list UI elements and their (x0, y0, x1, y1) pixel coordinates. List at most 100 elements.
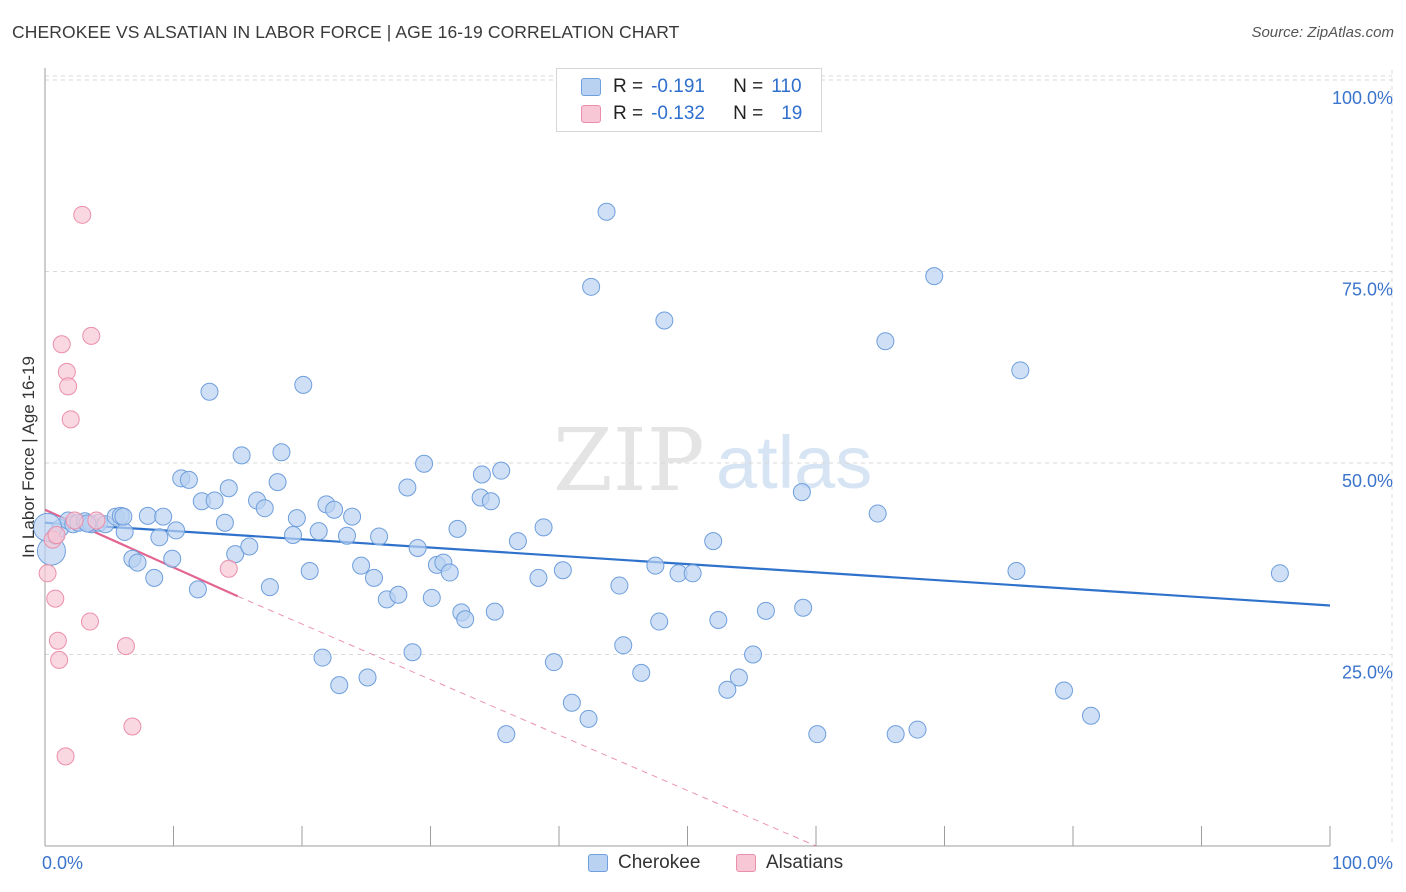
cherokee-point (582, 277, 601, 296)
cherokee-point (408, 539, 427, 558)
legend-n-value: 19 (781, 103, 803, 124)
x-tick-label: 0.0% (42, 853, 83, 873)
y-tick-label: 75.0% (1342, 280, 1393, 300)
cherokee-point (115, 522, 134, 541)
alsatians-point (48, 631, 67, 650)
cherokee-point (579, 709, 598, 728)
cherokee-point (188, 580, 207, 599)
cherokee-point (729, 668, 748, 687)
cherokee-trend-line (44, 521, 1331, 607)
cherokee-point (744, 645, 763, 664)
cherokee-point (794, 598, 813, 617)
legend-item-alsatians: Alsatians (736, 852, 843, 874)
alsatians-point (52, 335, 71, 354)
cherokee-point (138, 506, 157, 525)
cherokee-point (145, 568, 164, 587)
cherokee-point (287, 509, 306, 528)
cherokee-point (255, 499, 274, 518)
alsatians-point (80, 612, 99, 631)
cherokee-point (925, 267, 944, 286)
cherokee-point (1055, 681, 1074, 700)
cherokee-point (1270, 564, 1289, 583)
cherokee-point (240, 537, 259, 556)
cherokee-point (294, 375, 313, 394)
cherokee-point (440, 563, 459, 582)
alsatians-trend-extension (237, 595, 817, 847)
cherokee-point (534, 518, 553, 537)
cherokee-point (215, 513, 234, 532)
cherokee-point (200, 382, 219, 401)
cherokee-point (389, 585, 408, 604)
cherokee-point (1007, 562, 1026, 581)
cherokee-point (154, 507, 173, 526)
y-tick-label: 50.0% (1342, 471, 1393, 491)
series-legend: Cherokee Alsatians (0, 852, 1406, 878)
cherokee-point (268, 473, 287, 492)
cherokee-swatch (588, 854, 608, 872)
data-points (33, 202, 1289, 766)
alsatians-swatch (736, 854, 756, 872)
cherokee-point (398, 478, 417, 497)
legend-alsatians-label: Alsatians (766, 852, 844, 873)
cherokee-point (597, 202, 616, 221)
alsatians-point (116, 637, 135, 656)
source-label: Source: ZipAtlas.com (1251, 24, 1394, 41)
legend-n-label: N = (733, 103, 764, 124)
cherokee-point (614, 636, 633, 655)
x-tick-label: 100.0% (1332, 853, 1393, 873)
cherokee-point (876, 332, 895, 351)
cherokee-point (529, 568, 548, 587)
y-tick-label: 25.0% (1342, 663, 1393, 683)
legend-item-cherokee: Cherokee (588, 852, 700, 874)
cherokee-point (260, 578, 279, 597)
cherokee-point (485, 602, 504, 621)
cherokee-point (709, 611, 728, 630)
cherokee-point (683, 564, 702, 583)
legend-row-alsatians: R = -0.132 N = 19 (557, 101, 802, 127)
alsatians-point (38, 564, 57, 583)
legend-r-value: -0.191 (651, 76, 705, 97)
cherokee-point (472, 465, 491, 484)
alsatians-point (47, 526, 66, 545)
cherokee-point (167, 521, 186, 540)
cherokee-point (343, 507, 362, 526)
cherokee-point (704, 532, 723, 551)
chart-title: CHEROKEE VS ALSATIAN IN LABOR FORCE | AG… (12, 22, 680, 42)
legend-n-label: N = (733, 76, 764, 97)
cherokee-point (422, 588, 441, 607)
cherokee-point (352, 556, 371, 575)
cherokee-point (650, 612, 669, 631)
cherokee-point (1011, 361, 1030, 380)
cherokee-point (553, 561, 572, 580)
cherokee-point (886, 725, 905, 744)
legend-r-label: R = (613, 76, 644, 97)
cherokee-point (128, 553, 147, 572)
legend-n-value: 110 (771, 76, 802, 97)
cherokee-point (492, 461, 511, 480)
cherokee-point (415, 454, 434, 473)
cherokee-point (508, 532, 527, 551)
cherokee-point (456, 610, 475, 629)
cherokee-point (448, 519, 467, 538)
cherokee-point (481, 492, 500, 511)
alsatians-point (61, 410, 80, 429)
watermark-zip: ZIP (553, 411, 705, 511)
cherokee-point (1081, 706, 1100, 725)
legend-r-label: R = (613, 103, 644, 124)
legend-r-value: -0.132 (651, 103, 705, 124)
cherokee-point (179, 470, 198, 489)
cherokee-point (792, 483, 811, 502)
alsatians-point (56, 747, 75, 766)
cherokee-point (544, 653, 563, 672)
cherokee-point (403, 643, 422, 662)
cherokee-point (313, 648, 332, 667)
alsatians-point (73, 205, 92, 224)
alsatians-point (87, 511, 106, 530)
alsatians-point (50, 650, 69, 669)
axis-labels: 25.0% 50.0% 75.0% 100.0% 0.0% 100.0% In Labor … (19, 88, 1393, 873)
cherokee-point (272, 443, 291, 462)
alsatians-point (219, 559, 238, 578)
cherokee-point (370, 527, 389, 546)
cherokee-point (655, 311, 674, 330)
